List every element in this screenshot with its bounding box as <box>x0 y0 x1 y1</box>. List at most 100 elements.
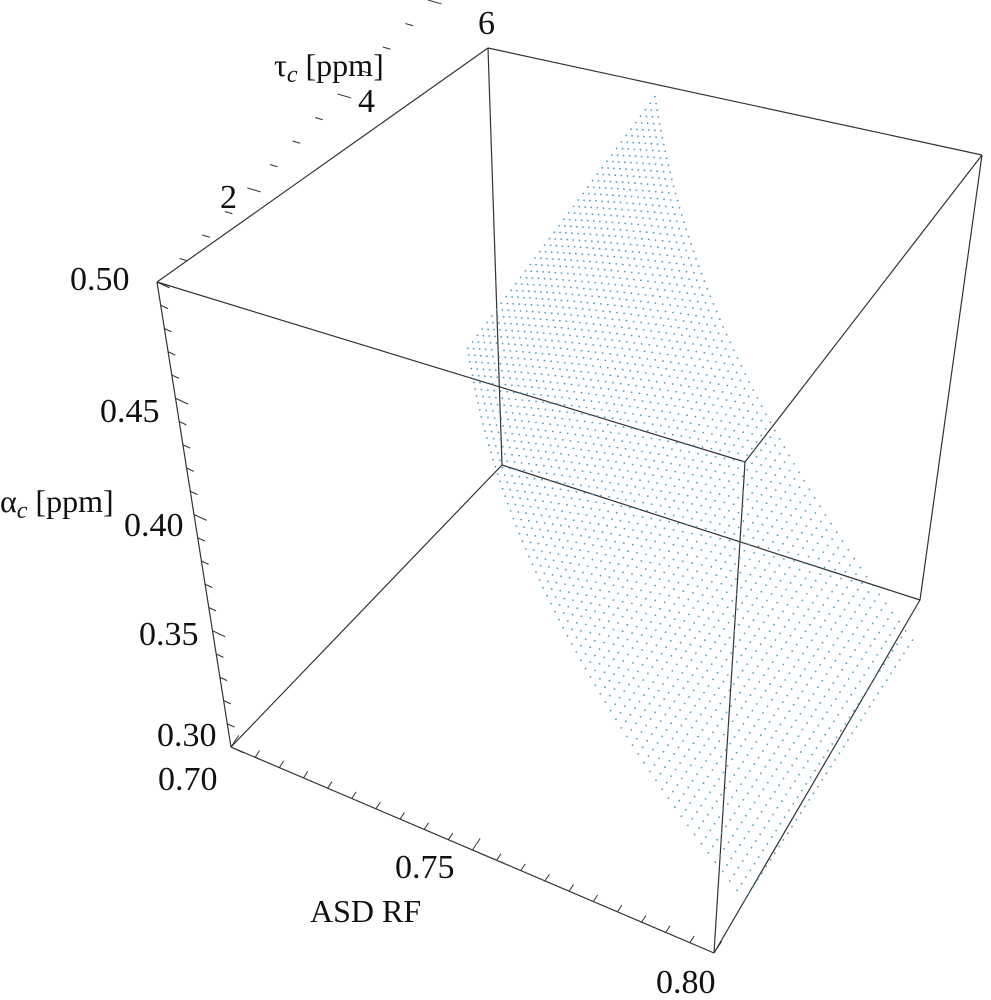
data-point <box>688 628 691 631</box>
data-point <box>794 628 796 630</box>
data-point <box>810 715 813 718</box>
data-point <box>697 438 700 440</box>
data-point <box>659 504 662 507</box>
data-point <box>668 282 671 285</box>
data-point <box>583 456 585 458</box>
data-point <box>535 463 538 466</box>
data-point <box>701 729 704 731</box>
data-point <box>499 362 502 365</box>
z-tick-mark <box>160 304 169 310</box>
data-point <box>642 286 645 289</box>
data-point <box>669 477 672 479</box>
data-point <box>674 768 677 771</box>
data-point <box>784 573 786 576</box>
data-point <box>686 292 689 294</box>
data-point <box>526 392 529 395</box>
data-point <box>778 670 780 672</box>
data-point <box>706 359 709 362</box>
data-point <box>618 468 621 471</box>
data-point <box>596 288 598 291</box>
data-point <box>786 771 789 773</box>
data-point <box>640 343 643 345</box>
data-point <box>619 382 622 385</box>
data-point <box>774 639 777 641</box>
data-point <box>641 746 644 749</box>
data-point <box>656 143 659 146</box>
data-point <box>626 141 629 144</box>
data-point <box>844 571 847 573</box>
data-point <box>558 224 560 227</box>
data-point <box>518 364 521 367</box>
data-point <box>637 370 639 373</box>
data-point <box>748 770 751 772</box>
data-point <box>837 546 839 549</box>
data-point <box>610 154 613 156</box>
data-point <box>649 135 651 138</box>
data-point <box>705 468 708 471</box>
data-point <box>690 357 693 359</box>
data-point <box>854 687 857 690</box>
data-point <box>677 362 680 365</box>
data-point <box>799 674 802 677</box>
data-point <box>594 581 597 583</box>
data-point <box>804 510 807 512</box>
data-point <box>697 452 699 455</box>
data-point <box>661 281 664 284</box>
data-point <box>493 389 495 392</box>
data-point <box>493 417 496 419</box>
data-point <box>559 347 562 350</box>
x-tick-mark <box>520 863 526 871</box>
data-point <box>631 573 633 575</box>
data-point <box>594 227 596 229</box>
data-point <box>650 142 653 145</box>
data-point <box>664 150 667 153</box>
data-point <box>558 389 561 391</box>
data-point <box>611 417 614 420</box>
data-point <box>535 263 537 266</box>
data-point <box>766 705 769 708</box>
data-point <box>657 402 660 405</box>
data-point <box>700 549 703 551</box>
data-point <box>577 441 579 443</box>
data-point <box>540 394 542 396</box>
data-point <box>593 639 596 642</box>
data-point <box>645 252 647 254</box>
data-point <box>612 628 615 631</box>
data-point <box>676 220 678 223</box>
data-point <box>567 245 570 248</box>
data-point <box>747 513 749 516</box>
data-point <box>761 508 763 511</box>
data-point <box>568 355 571 358</box>
data-point <box>633 278 635 281</box>
data-point <box>694 704 696 707</box>
data-point <box>731 796 734 799</box>
data-point <box>672 685 675 687</box>
data-point <box>856 626 859 629</box>
data-point <box>496 403 499 406</box>
data-point <box>555 333 558 336</box>
data-point <box>666 676 669 679</box>
data-point <box>670 462 673 465</box>
data-point <box>620 505 623 508</box>
data-point <box>834 698 837 700</box>
data-point <box>744 373 747 375</box>
data-point <box>707 309 710 312</box>
data-point <box>536 556 539 559</box>
data-point <box>795 523 798 525</box>
data-point <box>675 262 678 265</box>
data-point <box>800 584 802 586</box>
data-point <box>598 247 601 250</box>
data-points <box>466 95 914 901</box>
data-point <box>674 715 677 718</box>
data-point <box>798 773 801 776</box>
data-point <box>694 364 696 367</box>
data-point <box>816 595 819 597</box>
data-point <box>727 621 730 624</box>
data-point <box>794 780 796 783</box>
data-point <box>595 501 597 503</box>
data-point <box>608 207 611 210</box>
data-point <box>660 129 662 132</box>
data-point <box>587 449 590 452</box>
data-point <box>847 549 850 551</box>
data-point <box>493 328 495 331</box>
